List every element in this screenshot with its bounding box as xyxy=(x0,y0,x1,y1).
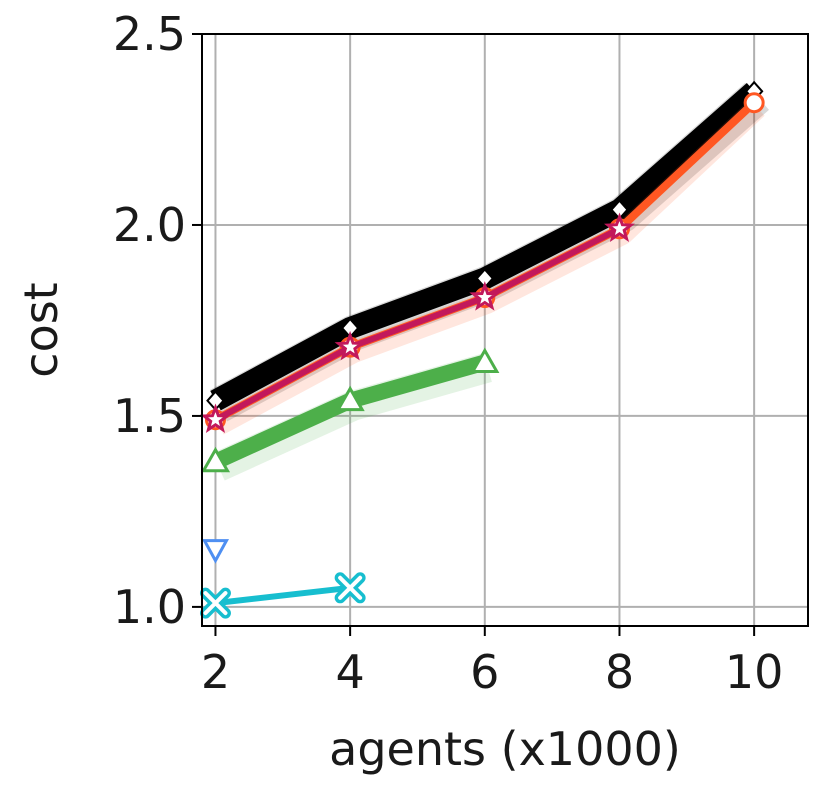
data-point xyxy=(200,403,232,434)
series-line xyxy=(215,584,351,607)
data-point xyxy=(743,92,765,114)
series-diamond xyxy=(206,80,769,422)
data-point xyxy=(334,572,366,604)
x-tick-label: 8 xyxy=(605,645,634,699)
plot-area xyxy=(199,80,769,619)
data-point xyxy=(201,539,230,564)
y-axis-title: cost xyxy=(14,282,68,377)
x-tick-label: 2 xyxy=(201,645,230,699)
data-point xyxy=(469,281,501,311)
y-tick-label: 1.0 xyxy=(113,580,186,634)
x-tick-label: 10 xyxy=(725,645,784,699)
data-point xyxy=(335,385,365,412)
data-point xyxy=(470,347,500,373)
y-tick-label: 2.0 xyxy=(113,198,186,252)
data-point xyxy=(334,330,366,361)
series-x xyxy=(199,572,366,619)
data-point xyxy=(200,446,231,473)
series-triangle-down xyxy=(201,539,230,564)
y-tick-label: 2.5 xyxy=(113,7,186,61)
data-point xyxy=(604,212,636,243)
x-tick-label: 6 xyxy=(470,645,499,699)
x-tick-label: 4 xyxy=(335,645,364,699)
series-star xyxy=(200,212,636,434)
x-axis-title: agents (x1000) xyxy=(329,722,681,776)
series-triangle-up xyxy=(200,347,500,481)
y-tick-label: 1.5 xyxy=(113,389,186,443)
plot-frame xyxy=(201,33,809,627)
axis-ticks: 2 4 6 8 10 1.0 1.5 2.0 2.5 xyxy=(113,7,784,699)
data-point xyxy=(199,587,231,619)
series-line xyxy=(214,226,621,423)
